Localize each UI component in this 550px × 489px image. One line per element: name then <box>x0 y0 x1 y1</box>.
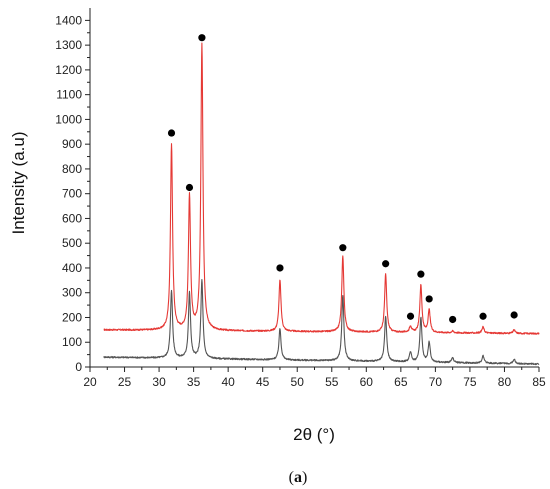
x-tick-label: 60 <box>360 375 374 389</box>
axes-layer: 20 25 30 35 40 45 50 55 60 65 70 75 80 85 0 100 200 300 40… <box>55 8 546 389</box>
x-tick-label: 20 <box>83 375 97 389</box>
caption-close-paren: ) <box>302 469 307 486</box>
peak-marker-dot <box>406 312 415 320</box>
y-tick-label: 600 <box>62 211 82 225</box>
y-tick-label: 1300 <box>55 38 82 52</box>
y-tick-label: 100 <box>62 335 82 349</box>
x-tick-label: 70 <box>429 375 443 389</box>
gray-pattern-line <box>103 278 540 366</box>
y-tick-label: 500 <box>62 236 82 250</box>
peak-marker-dot <box>167 129 176 137</box>
caption-open-paren: ( <box>289 469 294 486</box>
y-tick-label: 1400 <box>55 13 82 27</box>
y-tick-label: 1200 <box>55 63 82 77</box>
peak-marker-dot <box>382 260 390 268</box>
x-axis-label: 2θ (°) <box>293 425 335 444</box>
x-tick-label: 85 <box>532 375 546 389</box>
y-tick-label: 700 <box>62 187 82 201</box>
x-tick-label: 55 <box>325 375 339 389</box>
red-pattern-line <box>103 42 540 335</box>
y-tick-label: 900 <box>62 137 82 151</box>
y-tick-label: 1000 <box>55 112 82 126</box>
x-tick-label: 75 <box>463 375 477 389</box>
peak-marker-dot <box>417 270 425 278</box>
peak-marker-dot <box>185 183 194 192</box>
peak-marker-dot <box>449 315 457 324</box>
y-axis-label: Intensity (a.u) <box>9 132 28 235</box>
x-tick-label: 35 <box>187 375 201 389</box>
x-tick-label: 50 <box>291 375 305 389</box>
y-tick-label: 200 <box>62 310 82 324</box>
peak-marker-dot <box>198 34 206 42</box>
peak-marker-dot <box>276 264 284 272</box>
x-tick-label: 80 <box>498 375 512 389</box>
peak-marker-dot <box>510 311 518 319</box>
y-tick-label: 300 <box>62 286 82 300</box>
peak-marker-dot <box>479 312 487 320</box>
x-tick-label: 30 <box>152 375 166 389</box>
peak-marker-dot <box>425 295 433 303</box>
peak-marker-dot <box>339 244 347 252</box>
y-tick-label: 400 <box>62 261 82 275</box>
y-tick-label: 800 <box>62 162 82 176</box>
caption-letter: a <box>294 469 302 486</box>
x-tick-label: 45 <box>256 375 270 389</box>
x-tick-label: 25 <box>118 375 132 389</box>
x-tick-label: 65 <box>394 375 408 389</box>
x-tick-label: 40 <box>221 375 235 389</box>
data-layer <box>103 34 540 366</box>
figure-caption: (a) <box>289 469 308 486</box>
y-tick-label: 0 <box>75 360 82 374</box>
y-tick-label: 1100 <box>56 88 82 102</box>
